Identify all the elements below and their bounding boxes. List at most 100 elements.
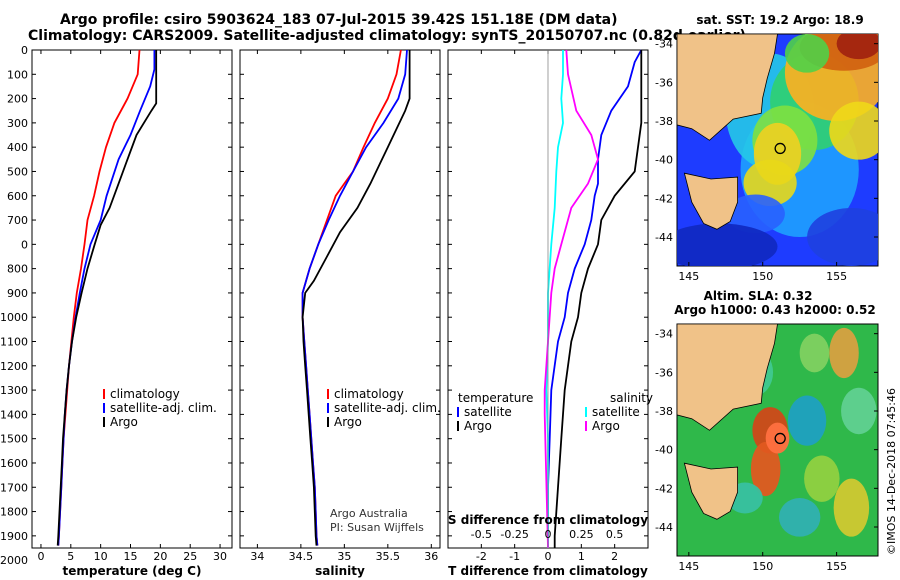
sst_map-frame bbox=[676, 33, 879, 267]
depth-tick-label: 600 bbox=[7, 190, 28, 203]
differences-xtick-label: -1 bbox=[509, 550, 520, 563]
sla-field-patch bbox=[799, 333, 830, 373]
sst-field-patch bbox=[753, 122, 802, 185]
temperature-xtick-label: 20 bbox=[153, 550, 167, 563]
s-diff-tick-label: -0.25 bbox=[500, 528, 528, 541]
temperature-xtick-label: 30 bbox=[213, 550, 227, 563]
s-diff-tick-label: 0.5 bbox=[606, 528, 624, 541]
depth-tick-label: 1600 bbox=[0, 457, 28, 470]
temperature-xtick-label: 5 bbox=[67, 550, 74, 563]
differences-xtick-label: 2 bbox=[611, 550, 618, 563]
sla-field-patch bbox=[750, 441, 781, 497]
sla-field-patch bbox=[804, 455, 840, 502]
salinity-xtick-label: 35 bbox=[337, 550, 351, 563]
s-diff-label: S difference from climatology bbox=[448, 513, 648, 527]
salinity-series-climatology bbox=[301, 49, 402, 546]
sla_map-ytick-label: -38 bbox=[655, 405, 673, 418]
sal-legend-label: Argo bbox=[334, 415, 362, 429]
depth-tick-label: 900 bbox=[7, 287, 28, 300]
difference-panel: -2 -1 0 1 2T difference from climatology S di… bbox=[447, 49, 653, 578]
sla-field-patch bbox=[833, 478, 870, 537]
sal-legend-title: salinity bbox=[610, 391, 653, 405]
sst-field-patch bbox=[743, 159, 797, 207]
temperature-series-climatology bbox=[57, 49, 141, 546]
sla-field-patch bbox=[737, 349, 774, 396]
sst-field-patch bbox=[829, 101, 878, 160]
sst-field-patch bbox=[725, 53, 815, 170]
sla-field-patch bbox=[829, 327, 859, 379]
sla_map-frame bbox=[676, 323, 879, 557]
depth-tick-label: 1900 bbox=[0, 530, 28, 543]
sal-legend-label: climatology bbox=[334, 387, 404, 401]
differences-xlabel: T difference from climatology bbox=[448, 564, 648, 578]
temperature-series-satellite-adj-clim- bbox=[57, 50, 156, 546]
salinity-xtick-label: 36 bbox=[424, 550, 438, 563]
sst_map-ytick-label: -38 bbox=[655, 115, 673, 128]
depth-tick-label: 1000 bbox=[0, 311, 28, 324]
depth-tick-label: 800 bbox=[7, 263, 28, 276]
salinity-series-satellite-adj-clim- bbox=[301, 49, 408, 546]
sst-field-patch bbox=[784, 34, 878, 121]
sla_map-xtick-label: 155 bbox=[826, 560, 847, 573]
sla_map-xtick-label: 150 bbox=[752, 560, 773, 573]
sst-field-patch bbox=[836, 34, 878, 60]
sst-field-patch bbox=[799, 34, 878, 71]
sla_map-ytick-label: -42 bbox=[655, 482, 673, 495]
sst_map-ytick-label: -44 bbox=[655, 231, 673, 244]
depth-tick-label: 500 bbox=[7, 165, 28, 178]
temp-legend-label: Argo bbox=[110, 415, 138, 429]
sla-field-patch bbox=[727, 482, 763, 514]
sst_map-ytick-label: -36 bbox=[655, 76, 673, 89]
sst-field-patch bbox=[725, 194, 785, 234]
depth-tick-label: 1700 bbox=[0, 481, 28, 494]
depth-tick-label: 1200 bbox=[0, 360, 28, 373]
credit-pi: PI: Susan Wijffels bbox=[330, 521, 424, 534]
sla_map-ytick-label: -34 bbox=[655, 328, 673, 341]
s-diff-tick-label: 0 bbox=[545, 528, 552, 541]
sst-map-panel: sat. SST: 19.2 Argo: 18.9-34-36-38-40-42… bbox=[655, 13, 879, 283]
sst_map-xtick-label: 155 bbox=[826, 270, 847, 283]
salinity-xlabel: salinity bbox=[315, 564, 365, 578]
sal-legend-label: satellite-adj. clim. bbox=[334, 401, 441, 415]
depth-tick-label: 0 bbox=[21, 238, 28, 251]
temperature-xtick-label: 10 bbox=[94, 550, 108, 563]
differences-xtick-label: 1 bbox=[578, 550, 585, 563]
depth-tick-label: 1100 bbox=[0, 336, 28, 349]
diff-temp-legend-label: satellite bbox=[464, 405, 512, 419]
sla_map-ytick-label: -40 bbox=[655, 444, 673, 457]
sst-field-patch bbox=[677, 223, 778, 266]
sla-map-title-line-1: Altim. SLA: 0.32 bbox=[704, 289, 813, 303]
temperature-xlabel: temperature (deg C) bbox=[63, 564, 202, 578]
tasmania bbox=[683, 172, 738, 230]
sla-field-patch bbox=[841, 387, 877, 435]
sla_map-xtick-label: 145 bbox=[678, 560, 699, 573]
depth-tick-label: 1800 bbox=[0, 506, 28, 519]
sst-field-patch bbox=[784, 34, 830, 73]
imos-stamp: ©IMOS 14-Dec-2018 07:45:46 bbox=[885, 388, 898, 555]
depth-tick-label: 400 bbox=[7, 141, 28, 154]
sst-field-patch bbox=[807, 208, 878, 266]
sla-field-patch bbox=[752, 407, 788, 454]
sst-field-patch bbox=[752, 105, 818, 176]
sla-field-patch bbox=[765, 422, 790, 454]
figure-title-line-2: Climatology: CARS2009. Satellite-adjuste… bbox=[28, 28, 746, 44]
salinity-panel: 34 34.5 35 35.5 36 salinity climatologysatelli… bbox=[239, 49, 441, 578]
figure-title-line-1: Argo profile: csiro 5903624_183 07-Jul-2… bbox=[60, 12, 618, 28]
tasmania bbox=[683, 462, 738, 520]
sst-map-title: sat. SST: 19.2 Argo: 18.9 bbox=[696, 13, 863, 27]
sla-field-patch bbox=[778, 497, 821, 537]
differences-series-temperature-satellite bbox=[547, 49, 643, 548]
argo-float-marker bbox=[774, 432, 786, 445]
depth-tick-label: 1400 bbox=[0, 408, 28, 421]
depth-tick-label: 1300 bbox=[0, 384, 28, 397]
temp-legend-title: temperature bbox=[458, 391, 533, 405]
salinity-frame bbox=[239, 49, 441, 549]
sla-map-title-line-2: Argo h1000: 0.43 h2000: 0.52 bbox=[674, 303, 875, 317]
sst-field-patch bbox=[770, 53, 859, 151]
sla_map-ytick-label: -36 bbox=[655, 366, 673, 379]
differences-series-salinity-argo bbox=[543, 49, 599, 549]
differences-xtick-label: 0 bbox=[545, 550, 552, 563]
s-diff-tick-label: 0.25 bbox=[569, 528, 594, 541]
